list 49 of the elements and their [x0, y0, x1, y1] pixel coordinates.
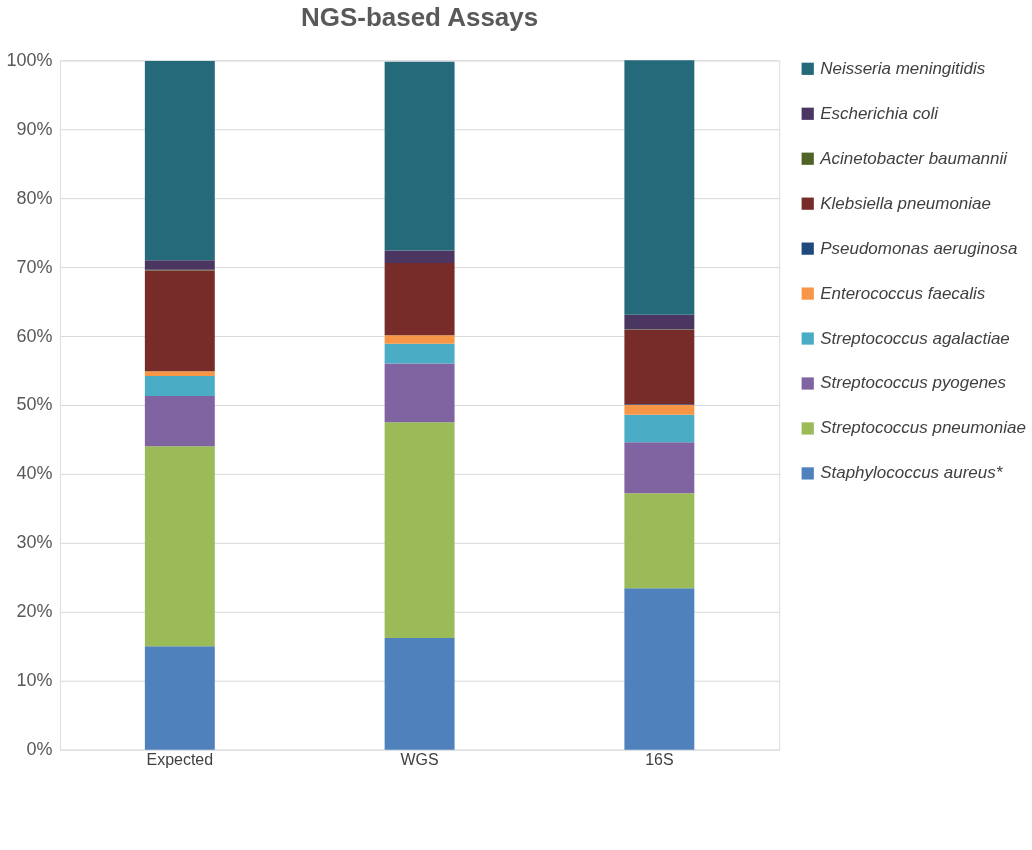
bar — [144, 260, 215, 270]
legend-label: Acinetobacter baumannii — [819, 148, 1009, 168]
legend-label: Escherichia coli — [820, 103, 940, 123]
bar — [144, 396, 215, 447]
legend-label: Pseudomonas aeruginosa — [820, 238, 1018, 258]
bar — [624, 329, 695, 405]
bar — [144, 371, 215, 377]
y-tick-label: 70% — [16, 256, 53, 277]
bar — [384, 335, 455, 344]
legend-label: Streptococcus agalactiae — [820, 328, 1010, 348]
legend-label: Enterococcus faecalis — [820, 283, 986, 303]
y-tick-label: 30% — [16, 532, 53, 553]
bar — [144, 446, 215, 647]
bar — [144, 376, 215, 397]
bar — [624, 414, 695, 443]
bar — [624, 404, 695, 415]
x-tick-label: 16S — [645, 751, 674, 769]
bar — [624, 442, 695, 494]
legend-label: Streptococcus pyogenes — [820, 373, 1007, 393]
bar — [384, 61, 455, 251]
y-tick-label: 100% — [6, 49, 53, 70]
bar — [624, 60, 695, 315]
chart-title: NGS-based Assays — [300, 2, 539, 33]
y-tick-label: 90% — [16, 118, 53, 139]
bar — [624, 588, 695, 750]
legend-label: Staphylococcus aureus* — [820, 463, 1004, 483]
legend-label: Neisseria meningitidis — [820, 58, 986, 78]
bar — [384, 363, 455, 423]
y-tick-label: 80% — [16, 187, 53, 208]
bar — [144, 270, 215, 372]
bar — [144, 61, 215, 261]
bar — [384, 262, 455, 336]
bar — [384, 343, 455, 364]
y-tick-label: 50% — [16, 394, 53, 415]
x-tick-label: WGS — [400, 751, 439, 769]
bar — [384, 422, 455, 638]
bar — [384, 637, 455, 750]
y-tick-label: 0% — [26, 739, 53, 760]
bar — [384, 250, 455, 263]
y-tick-label: 40% — [16, 463, 53, 484]
y-tick-label: 60% — [16, 325, 53, 346]
legend-label: Streptococcus pneumoniae — [820, 418, 1026, 438]
x-tick-label: Expected — [146, 751, 214, 769]
legend-label: Klebsiella pneumoniae — [820, 193, 991, 213]
y-tick-label: 20% — [16, 601, 53, 622]
bar — [624, 493, 695, 589]
y-tick-label: 10% — [16, 670, 53, 691]
bar — [144, 646, 215, 750]
bar — [624, 314, 695, 330]
